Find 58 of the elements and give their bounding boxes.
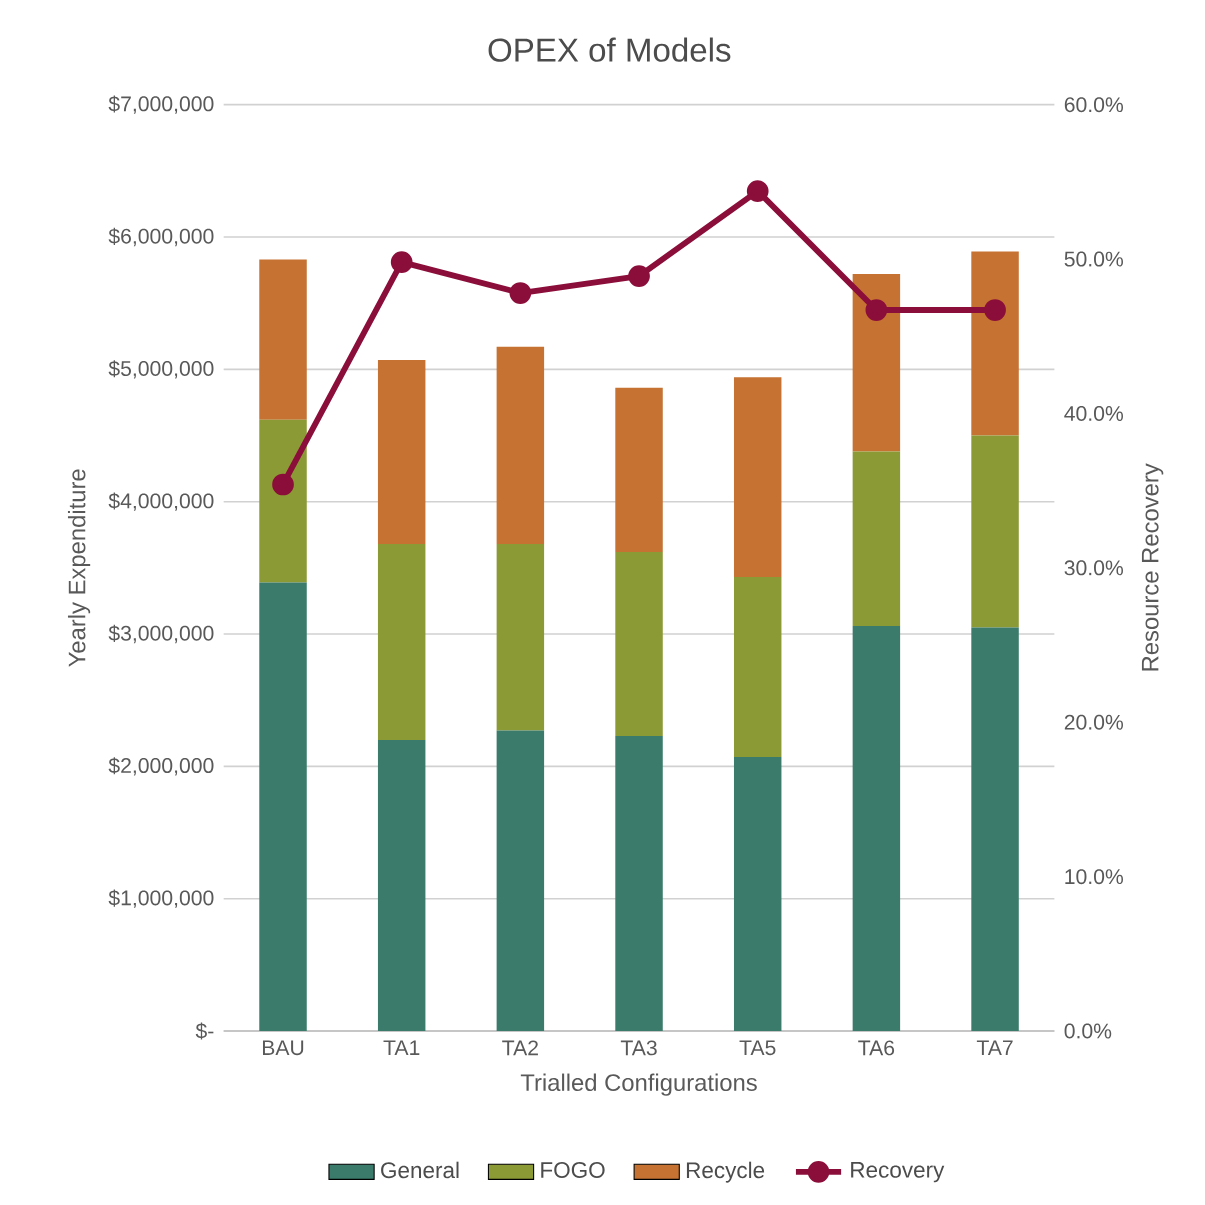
bar: [377, 360, 426, 545]
chart-title: OPEX of Models: [488, 37, 731, 62]
y-tick-label: $5,000,000: [108, 360, 214, 379]
y2-axis-title: Resource Recovery: [1141, 463, 1164, 671]
x-tick-label: TA1: [383, 1040, 420, 1055]
bar: [971, 627, 1019, 1032]
point: [628, 265, 650, 287]
x-tick-label: TA6: [858, 1040, 895, 1056]
y2-tick-label: 50.0%: [1064, 251, 1124, 267]
bar: [852, 274, 901, 452]
point: [509, 282, 532, 304]
bar: [259, 259, 307, 420]
bar: [615, 735, 663, 1032]
y-tick-label: $4,000,000: [108, 492, 214, 511]
y-tick-label: $1,000,000: [108, 889, 214, 908]
y-tick-label: $3,000,000: [108, 624, 214, 644]
x-axis-title: Trialled Configurations: [520, 1073, 757, 1096]
y2-tick-label: 30.0%: [1064, 560, 1124, 576]
bar: [852, 626, 901, 1032]
y2-tick-label: 10.0%: [1065, 869, 1124, 885]
bar: [615, 551, 663, 736]
bar: [259, 582, 307, 1032]
y-axis-title: Yearly Expenditure: [67, 469, 91, 667]
point: [984, 299, 1006, 321]
bar: [971, 435, 1019, 628]
point: [746, 180, 769, 202]
y-tick-label: $-: [195, 1022, 214, 1040]
y2-tick-label: 20.0%: [1064, 714, 1124, 730]
bar: [733, 757, 782, 1032]
bar: [615, 387, 663, 552]
legend-label: Recycle: [686, 1161, 765, 1183]
bar: [496, 346, 545, 545]
y-tick-label: $6,000,000: [108, 227, 214, 247]
y-tick-label: $7,000,000: [108, 95, 214, 114]
point: [390, 251, 413, 274]
y-tick-label: $2,000,000: [108, 757, 214, 776]
x-tick-label: BAU: [262, 1040, 304, 1056]
x-tick-label: TA5: [739, 1040, 776, 1056]
bar: [496, 544, 545, 731]
bar: [852, 451, 901, 627]
bar: [377, 544, 426, 740]
point: [865, 299, 888, 321]
y2-tick-label: 60.0%: [1064, 97, 1124, 113]
y2-tick-label: 0.0%: [1064, 1023, 1112, 1039]
bar: [971, 251, 1019, 436]
legend-label: Recovery: [851, 1162, 945, 1183]
legend-label: General: [381, 1161, 459, 1179]
x-tick-label: TA7: [976, 1040, 1013, 1055]
point: [272, 473, 294, 496]
x-tick-label: TA2: [502, 1040, 538, 1056]
bar: [259, 419, 307, 583]
bar: [733, 377, 782, 578]
legend-label: FOGO: [541, 1162, 605, 1178]
y2-tick-label: 40.0%: [1064, 405, 1124, 421]
bar: [377, 739, 426, 1032]
x-tick-label: TA3: [620, 1040, 657, 1056]
bar: [733, 577, 782, 758]
bar: [496, 730, 545, 1032]
